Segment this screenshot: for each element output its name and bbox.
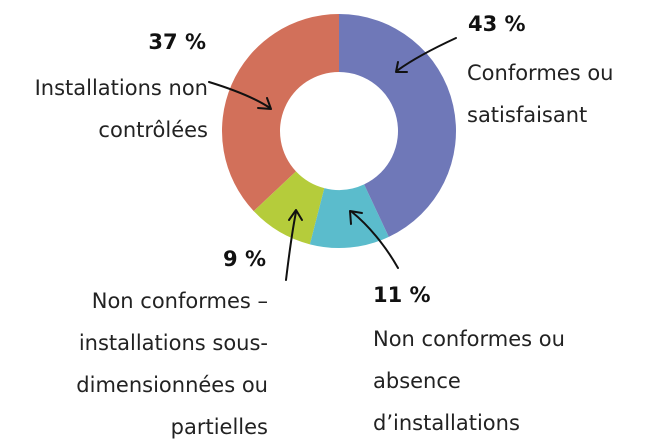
category-label: Non conformes – installations sous-dimen… <box>76 289 268 439</box>
value-label: 9 % <box>223 247 266 271</box>
arrow-head <box>288 209 303 221</box>
value-label: 11 % <box>373 283 431 307</box>
donut-slice <box>253 171 325 245</box>
donut-slice <box>339 14 457 237</box>
arrow <box>351 211 399 269</box>
arrow-head <box>395 61 408 73</box>
arrow-head <box>349 210 363 225</box>
donut-slice <box>309 184 389 248</box>
donut-slice <box>222 14 339 212</box>
arrow-head <box>257 97 272 110</box>
arrow <box>208 81 271 109</box>
arrow <box>397 37 457 71</box>
arrows <box>208 37 457 281</box>
arrow <box>285 211 297 281</box>
value-label: 37 % <box>148 30 206 54</box>
category-label: Conformes ou satisfaisant <box>467 61 614 127</box>
value-label: 43 % <box>468 12 526 36</box>
category-label: Installations non contrôlées <box>34 76 208 142</box>
category-label: Non conformes ou absence d’installations <box>373 327 565 435</box>
